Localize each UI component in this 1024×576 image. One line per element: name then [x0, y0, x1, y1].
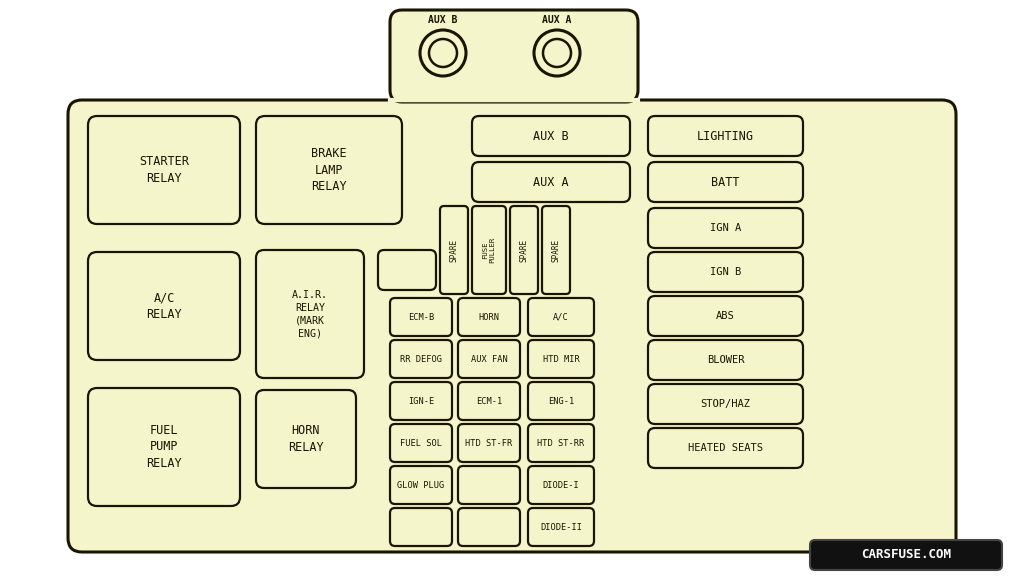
FancyBboxPatch shape: [528, 340, 594, 378]
Text: HTD ST-FR: HTD ST-FR: [465, 438, 513, 448]
FancyBboxPatch shape: [390, 10, 638, 102]
FancyBboxPatch shape: [458, 424, 520, 462]
FancyBboxPatch shape: [472, 206, 506, 294]
FancyBboxPatch shape: [510, 206, 538, 294]
FancyBboxPatch shape: [648, 162, 803, 202]
FancyBboxPatch shape: [528, 424, 594, 462]
Text: STOP/HAZ: STOP/HAZ: [700, 399, 751, 409]
FancyBboxPatch shape: [88, 252, 240, 360]
Text: HORN: HORN: [478, 313, 500, 321]
Text: CARSFUSE.COM: CARSFUSE.COM: [861, 548, 951, 562]
FancyBboxPatch shape: [648, 208, 803, 248]
FancyBboxPatch shape: [458, 508, 520, 546]
Text: ABS: ABS: [716, 311, 735, 321]
FancyBboxPatch shape: [528, 466, 594, 504]
FancyBboxPatch shape: [390, 340, 452, 378]
Text: DIODE-I: DIODE-I: [543, 480, 580, 490]
FancyBboxPatch shape: [648, 340, 803, 380]
FancyBboxPatch shape: [256, 390, 356, 488]
FancyBboxPatch shape: [440, 206, 468, 294]
Text: STARTER
RELAY: STARTER RELAY: [139, 156, 189, 185]
Text: AUX B: AUX B: [428, 15, 458, 25]
FancyBboxPatch shape: [472, 162, 630, 202]
Text: BLOWER: BLOWER: [707, 355, 744, 365]
Text: HTD ST-RR: HTD ST-RR: [538, 438, 585, 448]
FancyBboxPatch shape: [458, 340, 520, 378]
FancyBboxPatch shape: [648, 428, 803, 468]
FancyBboxPatch shape: [256, 116, 402, 224]
Text: HEATED SEATS: HEATED SEATS: [688, 443, 763, 453]
Text: LIGHTING: LIGHTING: [697, 130, 754, 142]
FancyBboxPatch shape: [390, 466, 452, 504]
Text: RR DEFOG: RR DEFOG: [400, 354, 442, 363]
Text: HTD MIR: HTD MIR: [543, 354, 580, 363]
Text: ECM-B: ECM-B: [408, 313, 434, 321]
Text: A/C: A/C: [553, 313, 569, 321]
FancyBboxPatch shape: [390, 508, 452, 546]
Text: IGN B: IGN B: [710, 267, 741, 277]
FancyBboxPatch shape: [68, 100, 956, 552]
FancyBboxPatch shape: [528, 382, 594, 420]
Text: FUEL SOL: FUEL SOL: [400, 438, 442, 448]
FancyBboxPatch shape: [648, 252, 803, 292]
FancyBboxPatch shape: [648, 296, 803, 336]
Text: BRAKE
LAMP
RELAY: BRAKE LAMP RELAY: [311, 147, 347, 193]
Text: HORN
RELAY: HORN RELAY: [288, 425, 324, 454]
Text: IGN-E: IGN-E: [408, 396, 434, 406]
FancyBboxPatch shape: [88, 116, 240, 224]
FancyBboxPatch shape: [458, 382, 520, 420]
FancyBboxPatch shape: [458, 466, 520, 504]
Text: ECM-1: ECM-1: [476, 396, 502, 406]
Text: SPARE: SPARE: [552, 238, 560, 262]
FancyBboxPatch shape: [256, 250, 364, 378]
Text: FUSE
PULLER: FUSE PULLER: [482, 237, 496, 263]
Text: BATT: BATT: [712, 176, 739, 188]
FancyBboxPatch shape: [472, 116, 630, 156]
Text: AUX FAN: AUX FAN: [471, 354, 507, 363]
Text: FUEL
PUMP
RELAY: FUEL PUMP RELAY: [146, 424, 182, 470]
Text: GLOW PLUG: GLOW PLUG: [397, 480, 444, 490]
FancyBboxPatch shape: [88, 388, 240, 506]
Text: IGN A: IGN A: [710, 223, 741, 233]
FancyBboxPatch shape: [648, 384, 803, 424]
FancyBboxPatch shape: [390, 424, 452, 462]
Text: A/C
RELAY: A/C RELAY: [146, 291, 182, 321]
Text: DIODE-II: DIODE-II: [540, 522, 582, 532]
Text: AUX B: AUX B: [534, 130, 568, 142]
Text: ENG-1: ENG-1: [548, 396, 574, 406]
FancyBboxPatch shape: [528, 508, 594, 546]
FancyBboxPatch shape: [528, 298, 594, 336]
FancyBboxPatch shape: [390, 382, 452, 420]
FancyBboxPatch shape: [648, 116, 803, 156]
Text: SPARE: SPARE: [450, 238, 459, 262]
Text: AUX A: AUX A: [543, 15, 571, 25]
FancyBboxPatch shape: [390, 298, 452, 336]
FancyBboxPatch shape: [458, 298, 520, 336]
FancyBboxPatch shape: [378, 250, 436, 290]
Text: AUX A: AUX A: [534, 176, 568, 188]
Text: SPARE: SPARE: [519, 238, 528, 262]
FancyBboxPatch shape: [542, 206, 570, 294]
Text: A.I.R.
RELAY
(MARK
ENG): A.I.R. RELAY (MARK ENG): [292, 290, 328, 338]
FancyBboxPatch shape: [810, 540, 1002, 570]
